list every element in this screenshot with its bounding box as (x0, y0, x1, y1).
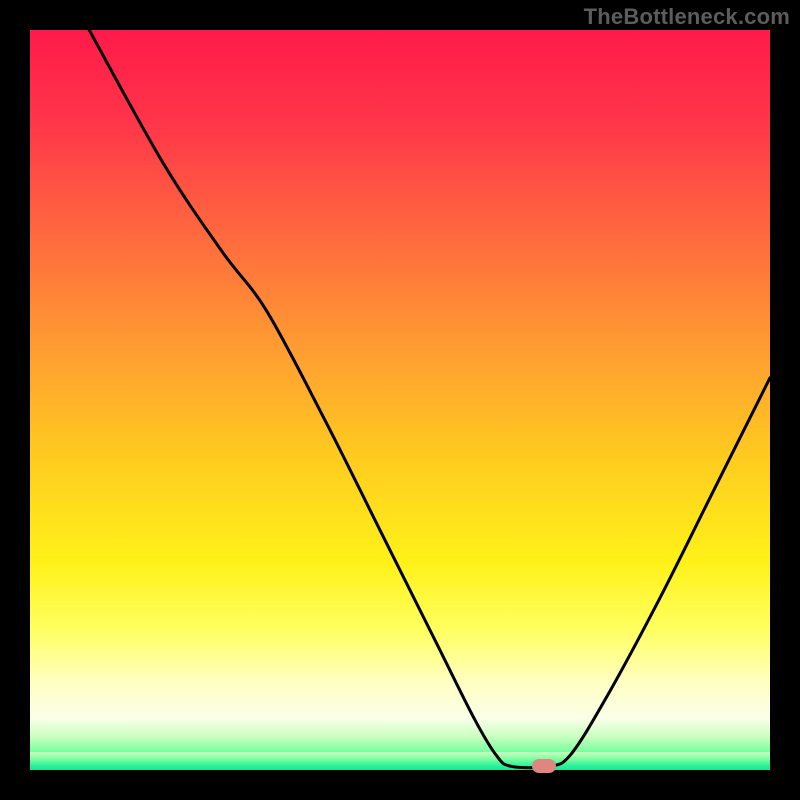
chart-container: TheBottleneck.com (0, 0, 800, 800)
curve-path (89, 30, 770, 768)
min-marker (532, 759, 556, 773)
watermark-text: TheBottleneck.com (584, 4, 790, 30)
bottleneck-curve (30, 30, 770, 770)
